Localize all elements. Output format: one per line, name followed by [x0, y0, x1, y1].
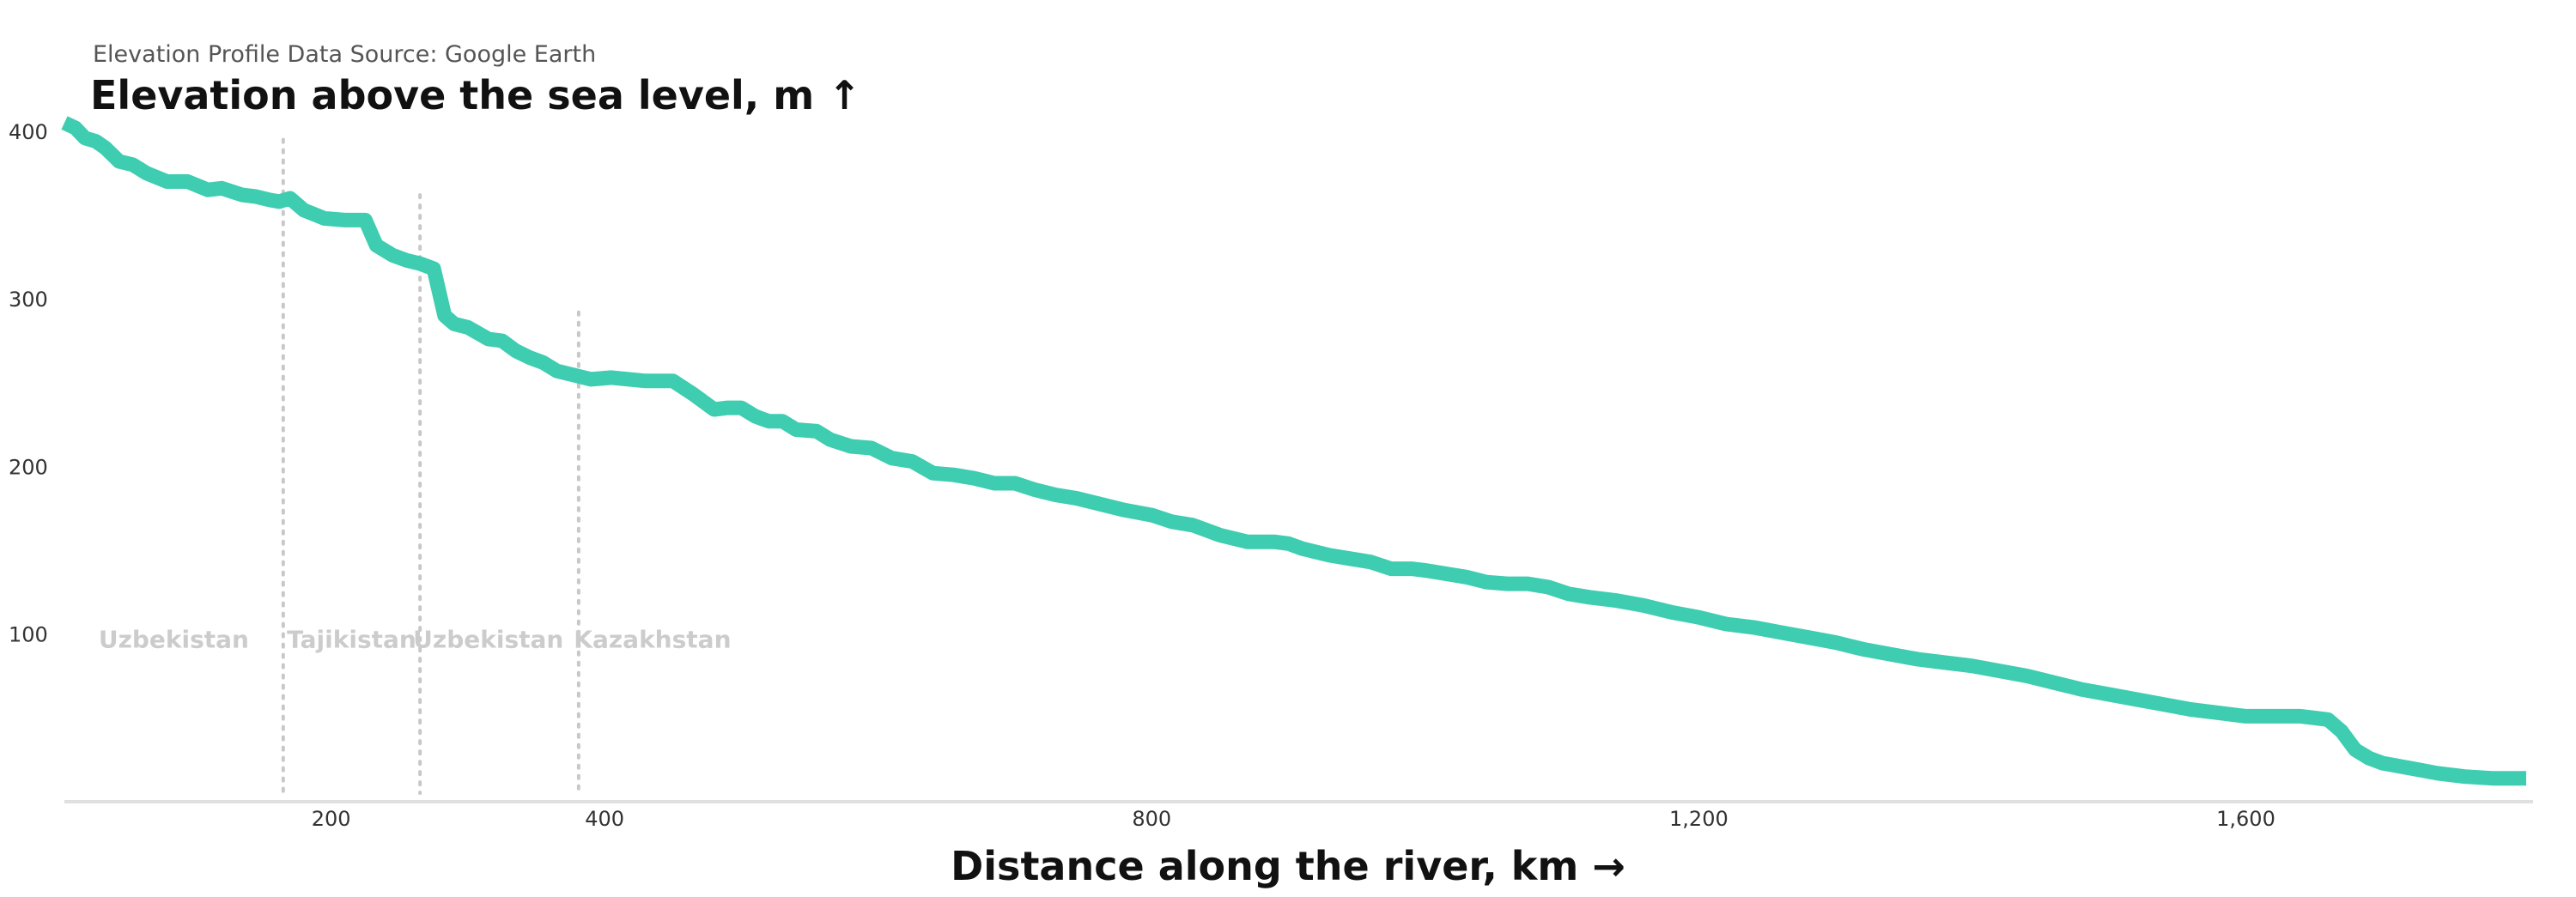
elevation-series-line: [61, 116, 2526, 786]
series-group: [61, 116, 2526, 786]
region-label-1: Uzbekistan: [99, 625, 249, 653]
source-note: Elevation Profile Data Source: Google Ea…: [93, 41, 596, 68]
y-axis-title: Elevation above the sea level, m ↑: [90, 72, 861, 118]
y-tick-label-400: 400: [9, 120, 48, 144]
y-tick-label-300: 300: [9, 288, 48, 312]
region-label-4: Kazakhstan: [574, 625, 731, 653]
x-tick-label-800: 800: [1132, 807, 1171, 831]
border-dividers: [281, 137, 580, 795]
x-tick-label-200: 200: [312, 807, 351, 831]
x-tick-label-1,600: 1,600: [2216, 807, 2275, 831]
x-tick-labels: 200 400 800 1,200 1,600: [312, 807, 2275, 831]
x-axis-title: Distance along the river, km →: [951, 843, 1625, 889]
y-tick-labels: 100 200 300 400: [9, 120, 48, 647]
x-tick-label-400: 400: [585, 807, 624, 831]
y-tick-label-200: 200: [9, 455, 48, 479]
region-label-2: Tajikistan: [287, 625, 416, 653]
x-tick-label-1,200: 1,200: [1669, 807, 1728, 831]
y-tick-label-100: 100: [9, 623, 48, 647]
region-label-3: Uzbekistan: [413, 625, 563, 653]
